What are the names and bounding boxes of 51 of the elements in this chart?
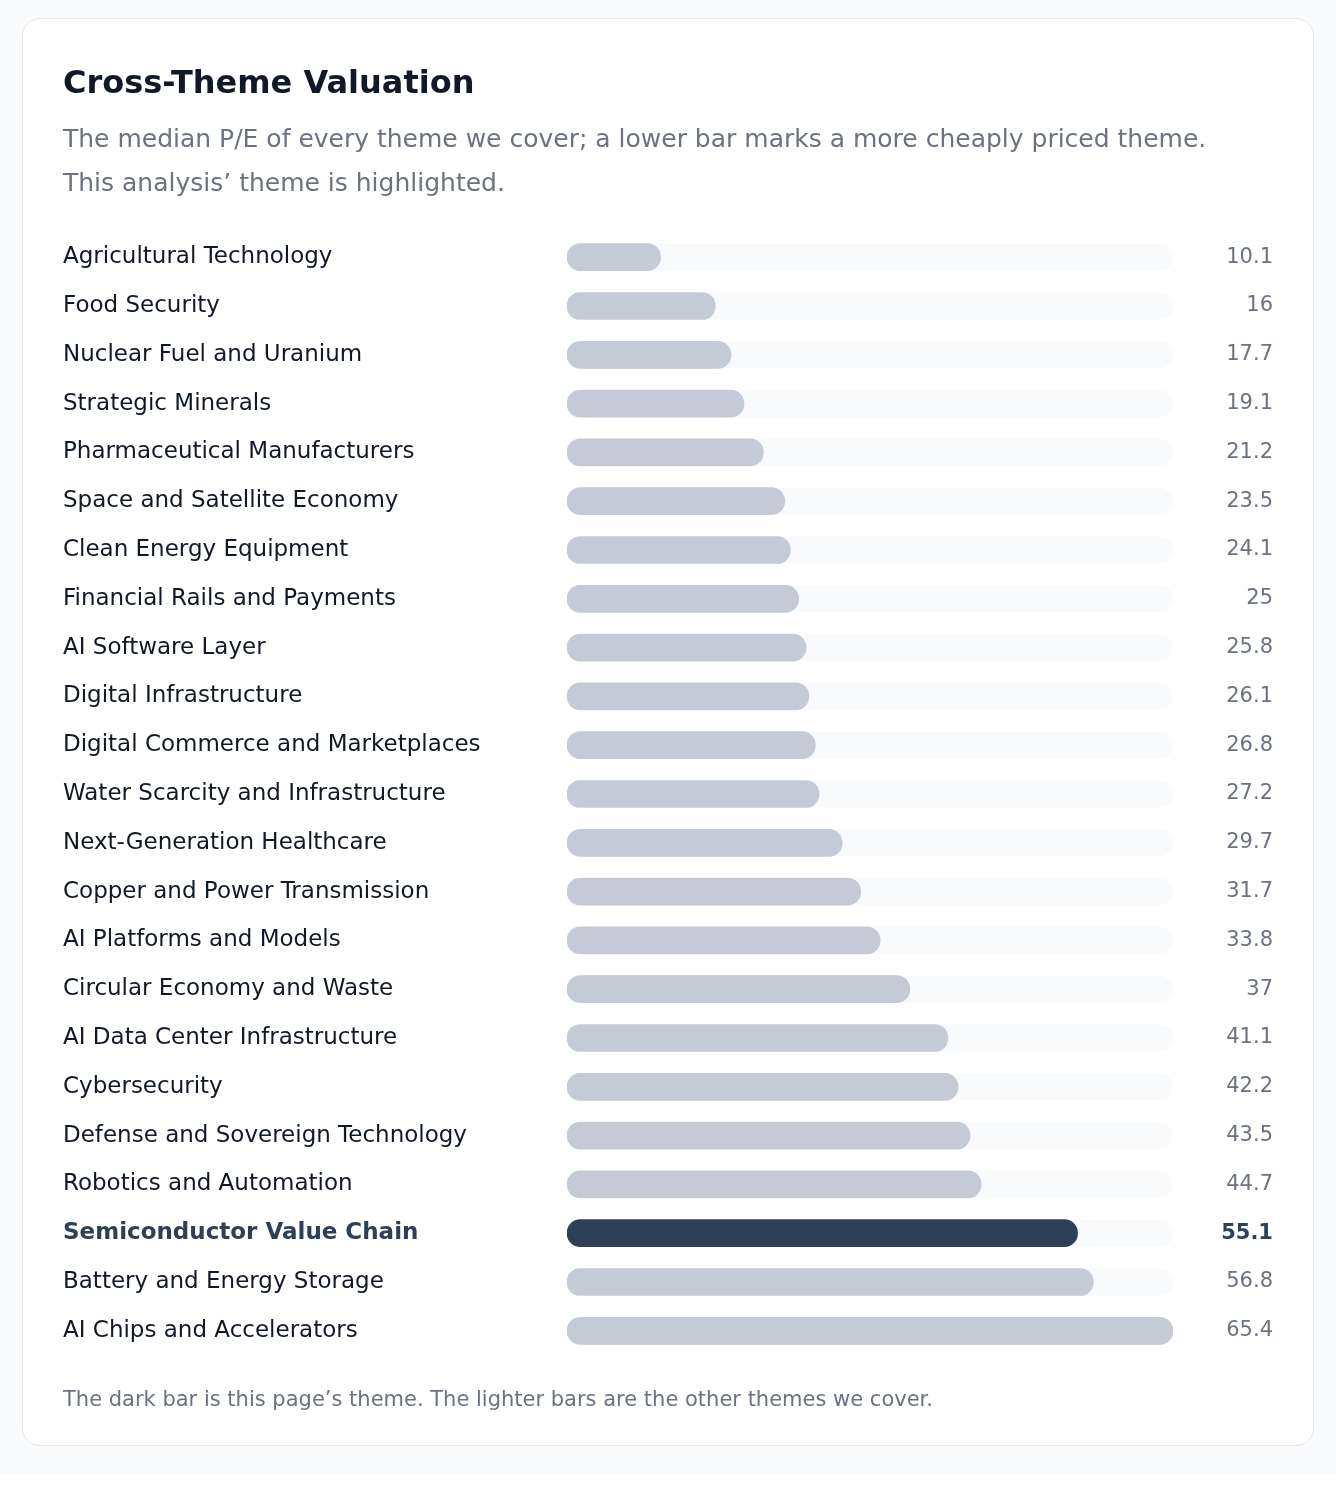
y-tick-label: Nuclear Fuel and Uranium: [63, 339, 363, 366]
data-label: 21.2: [1226, 438, 1273, 463]
y-tick-label: Next-Generation Healthcare: [63, 827, 387, 854]
data-label: 23.5: [1226, 487, 1273, 512]
data-label: 19.1: [1226, 390, 1273, 415]
y-tick-label: Defense and Sovereign Technology: [63, 1120, 467, 1147]
text: The dark bar is this page’s theme. The lighter bars are the other themes we cover.: [63, 1387, 934, 1411]
chart-subtitle: The median P/E of every theme we cover; a lower bar marks a more cheaply priced theme. This analysis’ theme is highlighted.: [63, 123, 1208, 199]
data-label: 10.1: [1226, 243, 1273, 268]
data-label: 33.8: [1226, 926, 1273, 951]
data-label: 25: [1246, 585, 1273, 610]
y-tick-label: Circular Economy and Waste: [63, 974, 394, 1001]
data-label: 27.2: [1226, 780, 1273, 805]
y-tick-label: AI Platforms and Models: [63, 925, 341, 952]
bar: [567, 292, 716, 320]
y-tick-label: AI Software Layer: [63, 632, 267, 659]
y-tick-label: Clean Energy Equipment: [63, 534, 349, 561]
data-label: 17.7: [1226, 341, 1273, 366]
bar: [567, 243, 661, 272]
y-tick-label: AI Chips and Accelerators: [63, 1315, 358, 1342]
y-tick-label: Pharmaceutical Manufacturers: [63, 437, 415, 464]
y-tick-label: Cybersecurity: [63, 1071, 223, 1098]
data-label: 24.1: [1226, 536, 1273, 561]
data-label: 43.5: [1226, 1122, 1273, 1147]
data-label: 16: [1246, 292, 1273, 317]
y-tick-label: Digital Infrastructure: [63, 681, 303, 708]
data-label: 65.4: [1226, 1317, 1273, 1342]
data-label: 56.8: [1226, 1268, 1273, 1293]
text: Cross-Theme Valuation: [63, 63, 476, 101]
data-label: 44.7: [1226, 1170, 1273, 1195]
data-label: 37: [1246, 975, 1273, 1000]
y-tick-label: Strategic Minerals: [63, 388, 272, 415]
y-tick-label: AI Data Center Infrastructure: [63, 1022, 398, 1049]
y-tick-label: Financial Rails and Payments: [63, 583, 396, 610]
y-tick-label: Digital Commerce and Marketplaces: [63, 730, 481, 757]
y-tick-label: Space and Satellite Economy: [63, 486, 399, 513]
data-label: 25.8: [1226, 634, 1273, 659]
y-tick-label: Food Security: [63, 290, 220, 317]
data-label: 41.1: [1226, 1024, 1273, 1049]
data-label: 42.2: [1226, 1073, 1273, 1098]
data-label: 29.7: [1226, 829, 1273, 854]
y-tick-label: Water Scarcity and Infrastructure: [63, 778, 446, 805]
y-tick-label: Agricultural Technology: [63, 242, 333, 269]
data-label: 26.1: [1226, 682, 1273, 707]
y-tick-label: Battery and Energy Storage: [63, 1266, 384, 1293]
y-tick-label: Semiconductor Value Chain: [63, 1218, 419, 1245]
data-label: 31.7: [1226, 878, 1273, 903]
y-tick-label: Robotics and Automation: [63, 1169, 353, 1196]
data-label: 55.1: [1221, 1219, 1273, 1244]
y-tick-label: Copper and Power Transmission: [63, 876, 430, 903]
data-label: 26.8: [1226, 731, 1273, 756]
